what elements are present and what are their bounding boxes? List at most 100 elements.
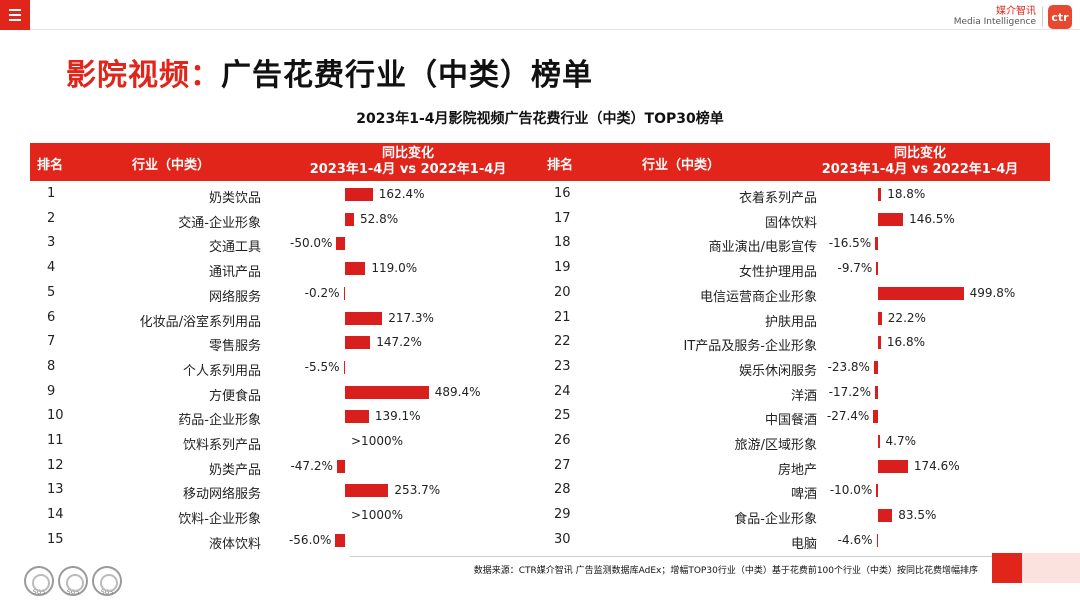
rank-cell: 4 xyxy=(47,260,56,276)
brand-name-cn: 媒介智讯 xyxy=(996,6,1036,17)
rank-cell: 15 xyxy=(47,531,64,547)
change-value-label: >1000% xyxy=(351,508,403,523)
column-header-change-line2: 2023年1-4月 vs 2022年1-4月 xyxy=(821,162,1019,177)
table-row: 15 液体饮料 -56.0% xyxy=(30,527,540,552)
column-header-rank: 排名 xyxy=(37,158,64,173)
change-value-label: 16.8% xyxy=(886,335,925,350)
change-bar xyxy=(876,262,878,276)
table-row: 16 衣着系列产品 18.8% xyxy=(540,181,1050,206)
change-bar xyxy=(345,336,371,350)
change-value-label: 217.3% xyxy=(388,310,434,325)
change-bar xyxy=(873,360,878,374)
change-value-label: 83.5% xyxy=(898,508,937,523)
industry-name-cell: 电信运营商企业形象 xyxy=(699,289,817,305)
change-bar xyxy=(335,533,345,547)
change-bar xyxy=(875,237,878,251)
rank-cell: 20 xyxy=(554,284,571,300)
table-row: 12 奶类产品 -47.2% xyxy=(30,453,540,478)
rank-cell: 1 xyxy=(47,186,56,201)
column-header-industry: 行业（中类） xyxy=(642,158,721,173)
industry-name-cell: IT产品及服务-企业形象 xyxy=(683,339,817,355)
table-row: 14 饮料-企业形象 >1000% xyxy=(30,502,540,527)
rank-cell: 9 xyxy=(47,383,56,399)
rank-cell: 13 xyxy=(47,482,64,498)
rank-cell: 26 xyxy=(554,433,571,448)
rank-cell: 30 xyxy=(554,531,571,547)
footer-pink-block xyxy=(1022,553,1080,583)
page-title-prefix: 影院视频： xyxy=(66,58,221,93)
change-value-label: -5.5% xyxy=(304,359,340,374)
change-bar xyxy=(345,484,389,498)
column-header-change-line1: 同比变化 xyxy=(893,146,946,161)
change-value-label: -23.8% xyxy=(827,359,870,374)
rank-cell: 23 xyxy=(554,358,571,374)
data-source-note: 数据来源：CTR媒介智讯 广告监测数据库AdEx；增幅TOP30行业（中类）基于… xyxy=(473,566,978,576)
change-value-label: 489.4% xyxy=(434,384,481,399)
rank-cell: 6 xyxy=(47,309,56,325)
chart-title: 2023年1-4月影院视频广告花费行业（中类）TOP30榜单 xyxy=(356,111,724,127)
change-bar xyxy=(345,188,373,201)
table-row: 6 化妆品/浴室系列用品 217.3% xyxy=(30,305,540,330)
table-row: 10 药品-企业形象 139.1% xyxy=(30,403,540,428)
table-row: 5 网络服务 -0.2% xyxy=(30,280,540,305)
change-bar xyxy=(345,212,355,226)
change-value-label: 52.8% xyxy=(360,211,399,226)
top-bar: 媒介智讯 Media Intelligence ctr xyxy=(0,0,1080,30)
footer-divider xyxy=(350,556,1000,557)
table-row: 23 娱乐休闲服务 -23.8% xyxy=(540,354,1050,379)
change-bar xyxy=(878,336,881,350)
change-value-label: 174.6% xyxy=(913,458,960,473)
industry-name-cell: 洋酒 xyxy=(790,388,817,404)
change-value-label: 147.2% xyxy=(376,335,422,350)
change-bar xyxy=(345,385,429,399)
industry-name-cell: 个人系列用品 xyxy=(182,363,261,379)
table-row: 28 啤酒 -10.0% xyxy=(540,477,1050,502)
rank-cell: 14 xyxy=(47,507,64,523)
industry-name-cell: 女性护理用品 xyxy=(738,265,817,281)
table-row: 19 女性护理用品 -9.7% xyxy=(540,255,1050,280)
rank-cell: 5 xyxy=(47,284,56,300)
change-value-label: -17.2% xyxy=(828,384,872,399)
table-row: 7 零售服务 147.2% xyxy=(30,329,540,354)
table-row: 30 电脑 -4.6% xyxy=(540,527,1050,552)
column-header-change: 同比变化 2023年1-4月 vs 2022年1-4月 xyxy=(810,146,1030,178)
ctr-logo-icon: ctr xyxy=(1048,5,1072,29)
industry-name-cell: 网络服务 xyxy=(208,289,261,305)
change-value-label: -4.6% xyxy=(837,532,873,547)
industry-name-cell: 商业演出/电影宣传 xyxy=(708,240,817,256)
page-title: 影院视频：广告花费行业（中类）榜单 xyxy=(66,50,593,94)
table-row: 26 旅游/区域形象 4.7% xyxy=(540,428,1050,453)
rank-cell: 25 xyxy=(554,408,571,424)
industry-name-cell: 娱乐休闲服务 xyxy=(738,363,817,379)
ranking-panel-right: 16 衣着系列产品 18.8% 17 固体饮料 146.5% 18 商业演出/电影宣传 -16.… xyxy=(540,181,1050,553)
rank-cell: 12 xyxy=(47,457,64,473)
brand-name-en: Media Intelligence xyxy=(953,17,1036,27)
change-bar xyxy=(878,459,908,473)
change-value-label: 139.1% xyxy=(374,409,421,424)
rank-cell: 27 xyxy=(554,457,571,473)
change-bar xyxy=(345,410,369,424)
column-header-change: 同比变化 2023年1-4月 vs 2022年1-4月 xyxy=(298,146,518,178)
change-value-label: -16.5% xyxy=(828,236,872,251)
industry-name-cell: 护肤用品 xyxy=(764,314,817,330)
industry-name-cell: 饮料-企业形象 xyxy=(178,512,261,528)
sgs-seal-icon: SGS xyxy=(24,566,54,596)
change-value-label: 253.7% xyxy=(394,483,441,498)
industry-name-cell: 移动网络服务 xyxy=(182,487,261,503)
rank-cell: 28 xyxy=(554,482,571,498)
footer-red-block xyxy=(992,553,1022,583)
rank-cell: 2 xyxy=(47,210,56,226)
rank-cell: 22 xyxy=(554,334,571,350)
change-bar xyxy=(878,286,964,300)
change-bar xyxy=(343,286,345,300)
table-row: 29 食品-企业形象 83.5% xyxy=(540,502,1050,527)
rank-cell: 11 xyxy=(47,433,64,448)
change-value-label: 119.0% xyxy=(371,261,418,276)
rank-cell: 16 xyxy=(554,186,571,201)
change-bar xyxy=(876,533,878,547)
rank-cell: 8 xyxy=(47,358,56,374)
menu-icon[interactable] xyxy=(0,0,30,30)
table-row: 4 通讯产品 119.0% xyxy=(30,255,540,280)
change-bar xyxy=(873,410,878,424)
change-bar xyxy=(878,509,893,523)
